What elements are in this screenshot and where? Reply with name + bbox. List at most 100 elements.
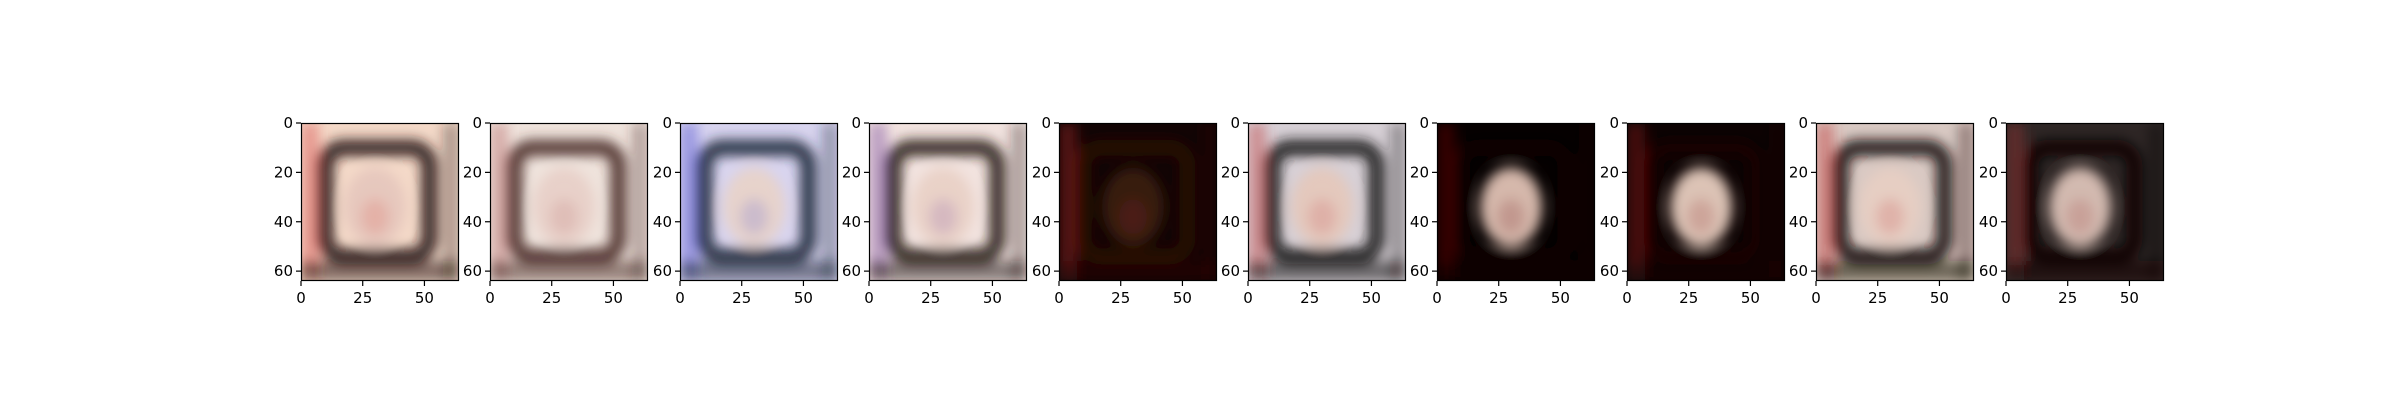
y-tick-label: 40 xyxy=(1410,213,1429,231)
image-panel-6: 0 25 50 0 20 40 60 xyxy=(1221,114,1407,307)
x-tick-label: 0 xyxy=(485,289,495,307)
axes-frame xyxy=(1058,122,1218,282)
image-panel-9: 0 25 50 0 20 40 60 xyxy=(1789,114,1975,307)
x-tick-label: 50 xyxy=(1551,289,1570,307)
image-panel-3: 0 25 50 0 20 40 60 xyxy=(653,114,839,307)
x-tick-label: 0 xyxy=(1432,289,1442,307)
axes-frame xyxy=(868,122,1028,282)
axes-frame xyxy=(2005,122,2165,282)
y-tick-label: 0 xyxy=(1230,114,1240,132)
x-tick-label: 50 xyxy=(794,289,813,307)
x-tick-label: 25 xyxy=(353,289,372,307)
y-tick-label: 40 xyxy=(653,213,672,231)
y-tick-label: 0 xyxy=(851,114,861,132)
y-tick-label: 60 xyxy=(842,262,861,280)
image-panel-2: 0 25 50 0 20 40 60 xyxy=(463,114,649,307)
x-tick-label: 25 xyxy=(1679,289,1698,307)
panel-image xyxy=(1627,123,1785,281)
x-tick-label: 0 xyxy=(864,289,874,307)
y-tick-label: 60 xyxy=(1789,262,1808,280)
x-tick-label: 50 xyxy=(1741,289,1760,307)
panel-image xyxy=(490,123,648,281)
axes-frame xyxy=(1247,122,1407,282)
x-tick-label: 25 xyxy=(2058,289,2077,307)
image-panel-4: 0 25 50 0 20 40 60 xyxy=(842,114,1028,307)
x-tick-label: 50 xyxy=(1173,289,1192,307)
x-tick-label: 25 xyxy=(1489,289,1508,307)
y-tick-label: 20 xyxy=(1600,163,1619,181)
image-panel-7: 0 25 50 0 20 40 60 xyxy=(1410,114,1596,307)
y-tick-label: 20 xyxy=(653,163,672,181)
x-tick-label: 25 xyxy=(921,289,940,307)
y-tick-label: 40 xyxy=(842,213,861,231)
x-tick-label: 25 xyxy=(1111,289,1130,307)
panel-image xyxy=(869,123,1027,281)
y-tick-label: 20 xyxy=(463,163,482,181)
y-tick-label: 0 xyxy=(1988,114,1998,132)
y-tick-label: 40 xyxy=(1032,213,1051,231)
y-tick-label: 60 xyxy=(463,262,482,280)
y-tick-label: 0 xyxy=(1609,114,1619,132)
axes-frame xyxy=(679,122,839,282)
panel-image xyxy=(1059,123,1217,281)
y-tick-label: 60 xyxy=(1979,262,1998,280)
y-tick-label: 60 xyxy=(653,262,672,280)
y-tick-label: 60 xyxy=(274,262,293,280)
y-tick-label: 20 xyxy=(1032,163,1051,181)
y-tick-label: 20 xyxy=(1979,163,1998,181)
y-tick-label: 20 xyxy=(1410,163,1429,181)
axes-frame xyxy=(1436,122,1596,282)
x-tick-label: 50 xyxy=(983,289,1002,307)
y-tick-label: 0 xyxy=(1419,114,1429,132)
x-tick-label: 0 xyxy=(1243,289,1253,307)
image-panel-1: 0 25 50 0 20 40 60 xyxy=(274,114,460,307)
y-tick-label: 40 xyxy=(1600,213,1619,231)
x-tick-label: 50 xyxy=(1930,289,1949,307)
panel-image xyxy=(1248,123,1406,281)
x-tick-label: 25 xyxy=(732,289,751,307)
x-tick-label: 50 xyxy=(1362,289,1381,307)
x-tick-label: 50 xyxy=(604,289,623,307)
x-tick-label: 25 xyxy=(1868,289,1887,307)
x-tick-label: 0 xyxy=(2001,289,2011,307)
x-tick-label: 0 xyxy=(1811,289,1821,307)
y-tick-label: 40 xyxy=(463,213,482,231)
image-panel-10: 0 25 50 0 20 40 60 xyxy=(1979,114,2165,307)
y-tick-label: 60 xyxy=(1221,262,1240,280)
y-tick-label: 40 xyxy=(1979,213,1998,231)
y-tick-label: 40 xyxy=(1221,213,1240,231)
y-tick-label: 40 xyxy=(1789,213,1808,231)
x-tick-label: 25 xyxy=(1300,289,1319,307)
x-tick-label: 50 xyxy=(415,289,434,307)
x-tick-label: 0 xyxy=(296,289,306,307)
y-tick-label: 20 xyxy=(274,163,293,181)
y-tick-label: 20 xyxy=(1789,163,1808,181)
y-tick-label: 0 xyxy=(1798,114,1808,132)
axes-frame xyxy=(489,122,649,282)
y-tick-label: 20 xyxy=(842,163,861,181)
y-tick-label: 0 xyxy=(283,114,293,132)
y-tick-label: 60 xyxy=(1410,262,1429,280)
y-tick-label: 60 xyxy=(1600,262,1619,280)
axes-frame xyxy=(1626,122,1786,282)
panel-image xyxy=(1437,123,1595,281)
y-tick-label: 0 xyxy=(662,114,672,132)
x-tick-label: 0 xyxy=(1622,289,1632,307)
panel-image xyxy=(2006,123,2164,281)
image-panel-8: 0 25 50 0 20 40 60 xyxy=(1600,114,1786,307)
x-tick-label: 25 xyxy=(542,289,561,307)
panel-image xyxy=(301,123,459,281)
panel-image xyxy=(1816,123,1974,281)
x-tick-label: 0 xyxy=(1054,289,1064,307)
axes-frame xyxy=(1815,122,1975,282)
y-tick-label: 40 xyxy=(274,213,293,231)
panel-image xyxy=(680,123,838,281)
y-tick-label: 20 xyxy=(1221,163,1240,181)
axes-frame xyxy=(300,122,460,282)
y-tick-label: 60 xyxy=(1032,262,1051,280)
y-tick-label: 0 xyxy=(472,114,482,132)
y-tick-label: 0 xyxy=(1041,114,1051,132)
x-tick-label: 50 xyxy=(2120,289,2139,307)
x-tick-label: 0 xyxy=(675,289,685,307)
